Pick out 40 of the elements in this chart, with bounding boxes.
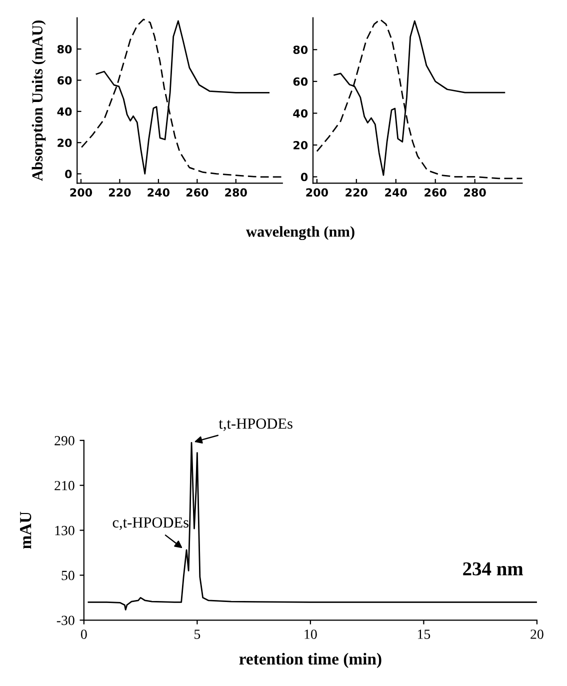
y-tick-label: 290 [54,436,74,446]
y-tick-label: 40 [57,107,72,116]
y-tick-label: 60 [57,76,72,85]
x-tick-label: 260 [186,188,208,197]
y-tick-label: 0 [65,170,72,178]
annotation: t,t-HPODEs [218,418,292,431]
line-series [80,18,282,178]
y-tick-label: 130 [55,526,74,536]
y-axis-title: Absorption Units (mAU) [32,20,46,181]
y-tick-label: 50 [62,570,74,580]
line-series [316,18,522,180]
y-tick-label: 20 [58,138,72,147]
line-series [88,442,537,610]
y-tick-label: 0 [300,172,308,182]
annotation: c,t-HPODEs [112,517,188,530]
x-tick-label: 200 [306,188,328,197]
y-tick-label: -30 [56,616,74,626]
x-tick-label: 280 [464,188,486,197]
y-tick-label: 210 [54,480,74,490]
x-tick-label: 15 [418,630,430,639]
x-tick-label: 240 [385,188,407,197]
y-axis-title: mAU [20,512,32,549]
y-tick-label: 80 [57,45,72,54]
x-tick-label: 200 [70,188,92,197]
x-axis-title: retention time (min) [239,652,382,668]
y-tick-label: 80 [293,46,308,54]
y-tick-label: 40 [293,109,308,118]
x-tick-label: 280 [225,188,247,197]
x-tick-label: 5 [194,630,200,639]
y-tick-label: 20 [294,140,308,150]
x-tick-label: 240 [148,188,170,197]
x-tick-label: 0 [80,630,87,639]
x-tick-label: 220 [108,188,131,197]
x-axis-title: wavelength (nm) [246,226,354,240]
x-tick-label: 10 [304,630,317,639]
x-tick-label: 260 [424,188,446,197]
x-tick-label: 220 [346,188,368,197]
y-tick-label: 60 [293,77,308,86]
annotation: 234 nm [463,562,524,576]
x-tick-label: 20 [530,630,544,639]
